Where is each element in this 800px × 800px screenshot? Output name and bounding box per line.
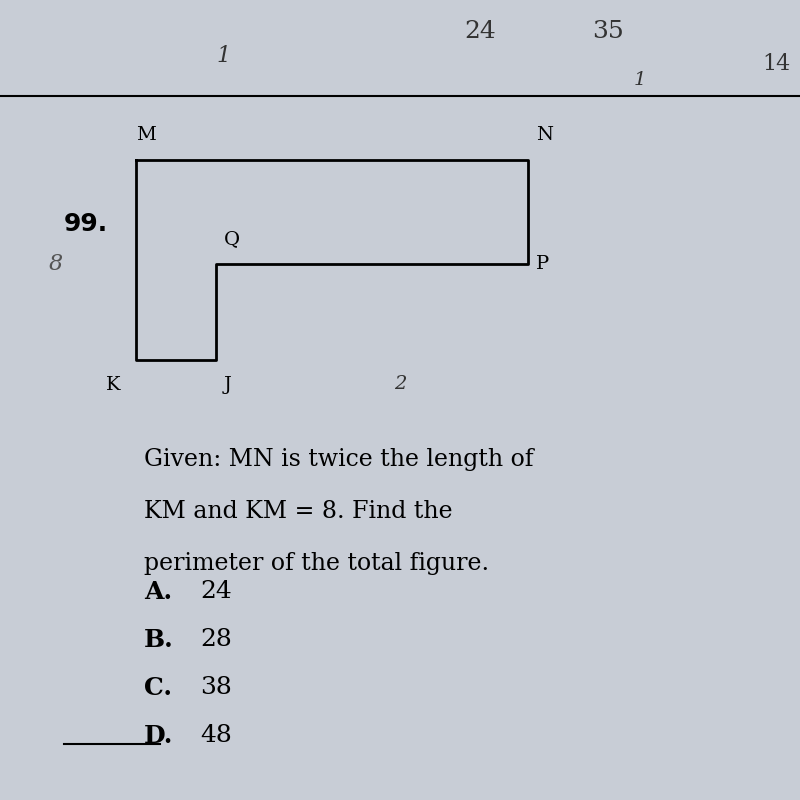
Text: 1: 1 (634, 71, 646, 89)
Text: D.: D. (144, 724, 174, 748)
Text: 8: 8 (49, 253, 63, 275)
Text: 1: 1 (217, 45, 231, 67)
Text: 2: 2 (394, 375, 406, 393)
Text: 35: 35 (592, 21, 624, 43)
Text: 14: 14 (762, 53, 790, 75)
Text: C.: C. (144, 676, 172, 700)
Text: 48: 48 (200, 725, 232, 747)
Text: 24: 24 (464, 21, 496, 43)
Text: 38: 38 (200, 677, 232, 699)
Text: J: J (224, 376, 232, 394)
Text: 28: 28 (200, 629, 232, 651)
Text: 24: 24 (200, 581, 232, 603)
Text: P: P (536, 255, 550, 273)
Text: 99.: 99. (64, 212, 108, 236)
Text: K: K (106, 376, 120, 394)
Text: Given: MN is twice the length of: Given: MN is twice the length of (144, 448, 534, 471)
Text: Q: Q (224, 230, 240, 248)
Text: B.: B. (144, 628, 174, 652)
Text: KM and KM = 8. Find the: KM and KM = 8. Find the (144, 500, 453, 523)
Text: A.: A. (144, 580, 172, 604)
Text: N: N (536, 126, 553, 144)
Text: perimeter of the total figure.: perimeter of the total figure. (144, 552, 489, 575)
Text: M: M (136, 126, 156, 144)
